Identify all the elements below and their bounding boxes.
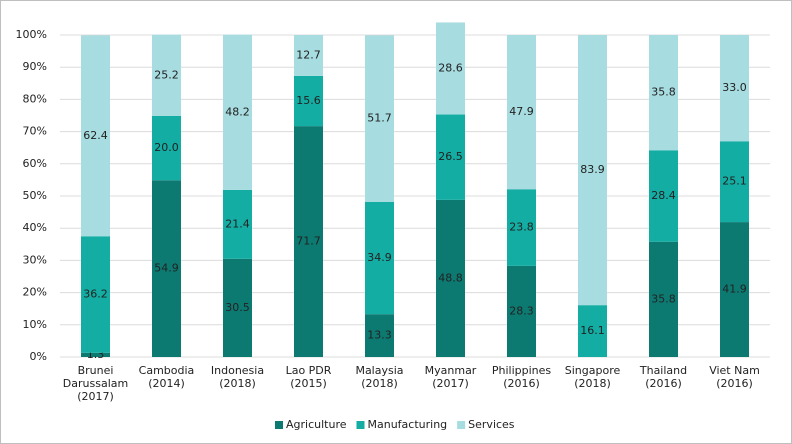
bar-segment [81,352,110,357]
data-label: 28.4 [651,189,676,202]
x-tick-label: Lao PDR (2015) [286,364,332,390]
data-label: 35.8 [651,86,676,99]
data-label: 83.9 [580,163,605,176]
data-label: 71.7 [296,235,321,248]
data-label: 51.7 [367,112,392,125]
x-tick-label: Viet Nam (2016) [709,364,760,390]
bar-segment [507,189,536,266]
data-label: 30.5 [225,301,250,314]
bar-segment [81,236,110,353]
bar-segment [223,258,252,357]
bar-segment [507,265,536,357]
legend-label: Manufacturing [368,418,448,431]
data-label: 23.8 [509,221,534,234]
bar-segment [649,35,678,151]
y-tick-label: 0% [30,350,47,363]
y-tick-label: 90% [23,60,47,73]
data-label: 54.9 [154,262,179,275]
bar-segment [294,35,323,76]
data-label: 25.2 [154,68,179,81]
data-label: 62.4 [83,129,108,142]
y-tick-label: 20% [23,286,47,299]
bar-segment [578,305,607,357]
data-label: 21.4 [225,217,250,230]
legend-label: Services [468,418,515,431]
y-tick-label: 10% [23,318,47,331]
bar-segment [81,35,110,237]
bar-segment [365,35,394,202]
x-tick-label: Malaysia (2018) [355,364,403,390]
data-label: 20.0 [154,141,179,154]
legend-label: Agriculture [286,418,347,431]
data-label: 15.6 [296,94,321,107]
bar-segment [152,115,181,181]
data-label: 41.9 [722,283,747,296]
y-tick-label: 40% [23,221,47,234]
data-label: 13.3 [367,329,392,342]
y-tick-label: 60% [23,157,47,170]
legend-swatch [356,421,365,429]
y-tick-label: 50% [23,189,47,202]
data-label: 28.6 [438,61,463,74]
x-tick-label: Thailand (2016) [639,364,687,390]
bar-segment [649,150,678,242]
y-tick-label: 70% [23,125,47,138]
data-label: 16.1 [580,324,605,337]
data-label: 33.0 [722,81,747,94]
data-label: 48.8 [438,271,463,284]
bar-segment [720,35,749,142]
bar-segment [578,35,607,306]
bar-segment [507,35,536,190]
bar-segment [720,222,749,357]
y-tick-label: 100% [16,28,47,41]
data-label: 35.8 [651,292,676,305]
bar-segment [436,22,465,115]
bar-segment [152,34,181,116]
bar-segment [649,241,678,357]
data-label: 36.2 [83,288,108,301]
x-tick-label: Myanmar (2017) [425,364,477,390]
bar-segment [365,314,394,357]
bar-segment [720,141,749,223]
data-label: 25.1 [722,175,747,188]
data-label: 26.5 [438,150,463,163]
x-tick-label: Philippines (2016) [492,364,552,390]
data-label: 28.3 [509,304,534,317]
y-tick-label: 30% [23,253,47,266]
bar-segment [152,180,181,357]
data-label: 47.9 [509,105,534,118]
bar-segment [223,189,252,259]
y-tick-label: 80% [23,92,47,105]
x-tick-label: Singapore (2018) [565,364,621,390]
x-tick-label: Brunei Darussalam (2017) [63,364,128,403]
bar-segment [294,75,323,127]
bar-segment [223,34,252,190]
data-label: 34.9 [367,251,392,264]
legend-swatch [275,421,283,429]
data-label: 12.7 [296,48,321,61]
bar-segment [436,114,465,200]
data-label: 48.2 [225,105,250,118]
legend-swatch [457,421,466,429]
bar-segment [294,126,323,357]
x-tick-label: Indonesia (2018) [211,364,264,390]
x-tick-label: Cambodia (2014) [139,364,195,390]
bar-segment [365,201,394,315]
bar-segment [436,199,465,357]
